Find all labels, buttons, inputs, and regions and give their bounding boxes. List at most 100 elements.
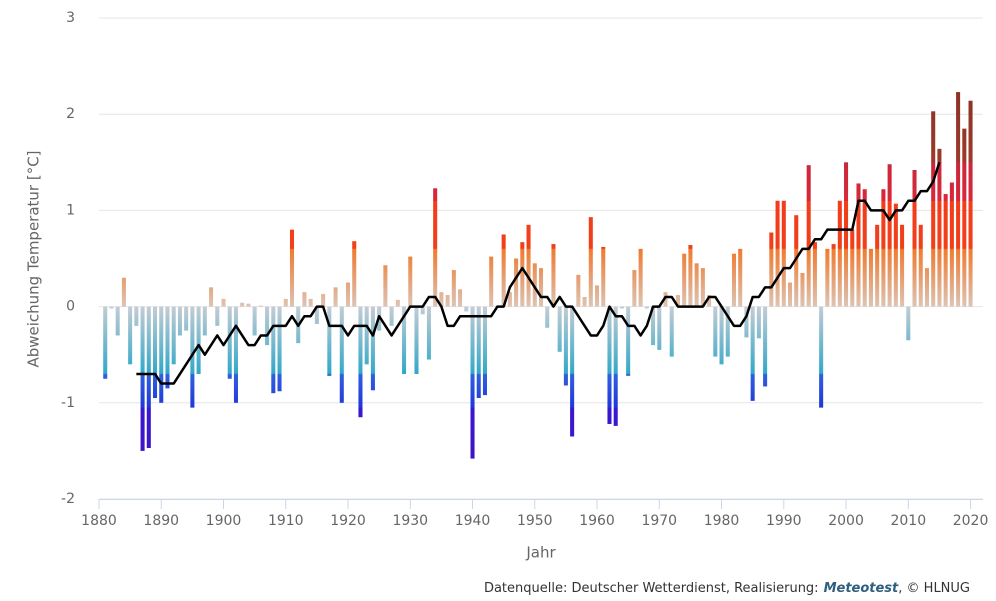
bar <box>812 242 817 307</box>
bar <box>800 272 805 307</box>
bar <box>570 306 575 437</box>
bar <box>794 215 799 307</box>
bar <box>146 306 151 449</box>
bar <box>669 306 674 357</box>
bar <box>240 302 245 307</box>
bar <box>252 306 257 336</box>
bar <box>501 234 506 307</box>
bar <box>644 306 649 309</box>
bar <box>862 189 867 307</box>
bar <box>663 292 668 307</box>
bar <box>445 295 450 307</box>
bar <box>476 306 481 398</box>
bar <box>831 244 836 307</box>
bar <box>887 164 892 307</box>
bar <box>725 306 730 357</box>
bar <box>918 224 923 307</box>
bar <box>470 306 475 459</box>
bar <box>856 183 861 307</box>
bar <box>246 303 251 307</box>
bar <box>177 306 182 336</box>
bar <box>638 248 643 307</box>
bar <box>345 282 351 307</box>
x-tick-label: 2000 <box>828 513 864 529</box>
bar <box>464 306 469 312</box>
bar <box>115 306 120 336</box>
bar <box>551 244 556 307</box>
bar <box>283 298 288 307</box>
bar <box>140 306 145 451</box>
bar <box>844 162 849 307</box>
x-tick-label: 1940 <box>455 513 491 529</box>
bar <box>389 306 394 326</box>
bar <box>314 306 319 324</box>
bar <box>489 256 494 307</box>
y-tick-label: 0 <box>66 299 75 315</box>
bar <box>215 306 220 326</box>
bar <box>707 295 712 307</box>
bar <box>700 268 705 307</box>
y-tick-label: -2 <box>61 491 75 507</box>
bar <box>383 265 388 307</box>
bar <box>520 242 525 307</box>
bar <box>402 306 407 374</box>
bar <box>949 182 954 307</box>
bar <box>227 306 232 379</box>
bar <box>744 306 749 338</box>
x-tick-label: 1950 <box>517 513 553 529</box>
bar <box>538 268 544 307</box>
bar <box>184 306 189 331</box>
bar <box>153 306 158 398</box>
y-tick-label: 3 <box>66 10 75 26</box>
bar <box>931 111 936 307</box>
bar <box>956 92 961 307</box>
bar <box>507 292 512 307</box>
x-tick-label: 1970 <box>641 513 677 529</box>
bar <box>327 306 332 376</box>
bar <box>688 245 693 307</box>
source-brand: Meteotest <box>824 581 899 596</box>
bar <box>962 128 967 307</box>
bar <box>968 100 973 307</box>
bar <box>900 224 905 307</box>
bar <box>302 292 307 307</box>
x-tick-label: 1930 <box>392 513 428 529</box>
bar <box>619 306 624 309</box>
bar <box>103 306 108 379</box>
bar <box>819 306 824 408</box>
bar <box>893 203 898 307</box>
bar <box>159 306 164 403</box>
bar <box>613 306 618 426</box>
bar <box>738 248 743 307</box>
bar <box>202 306 207 336</box>
x-tick-label: 1960 <box>579 513 615 529</box>
y-tick-label: 1 <box>66 202 75 218</box>
bar <box>763 306 768 387</box>
bar <box>414 306 419 374</box>
x-tick-label: 2010 <box>890 513 926 529</box>
bar <box>395 299 400 307</box>
bar <box>881 189 886 307</box>
bar <box>265 306 270 346</box>
bar <box>289 229 295 307</box>
bar <box>134 306 139 326</box>
y-tick-label: 2 <box>66 106 75 122</box>
source-text: Datenquelle: Deutscher Wetterdienst, Rea… <box>484 581 819 596</box>
bar <box>458 289 463 307</box>
bar <box>165 306 170 389</box>
bar <box>439 292 444 307</box>
x-tick-label: 1880 <box>81 513 117 529</box>
bar <box>601 246 606 307</box>
bar <box>358 306 363 418</box>
x-tick-label: 1910 <box>268 513 304 529</box>
bar <box>196 306 201 374</box>
bar <box>912 169 917 307</box>
bar <box>825 248 830 307</box>
x-tick-label: 1890 <box>143 513 179 529</box>
bar <box>233 306 238 403</box>
bar <box>651 306 656 346</box>
bar <box>850 229 855 307</box>
bar <box>557 306 562 352</box>
bar <box>657 306 662 350</box>
